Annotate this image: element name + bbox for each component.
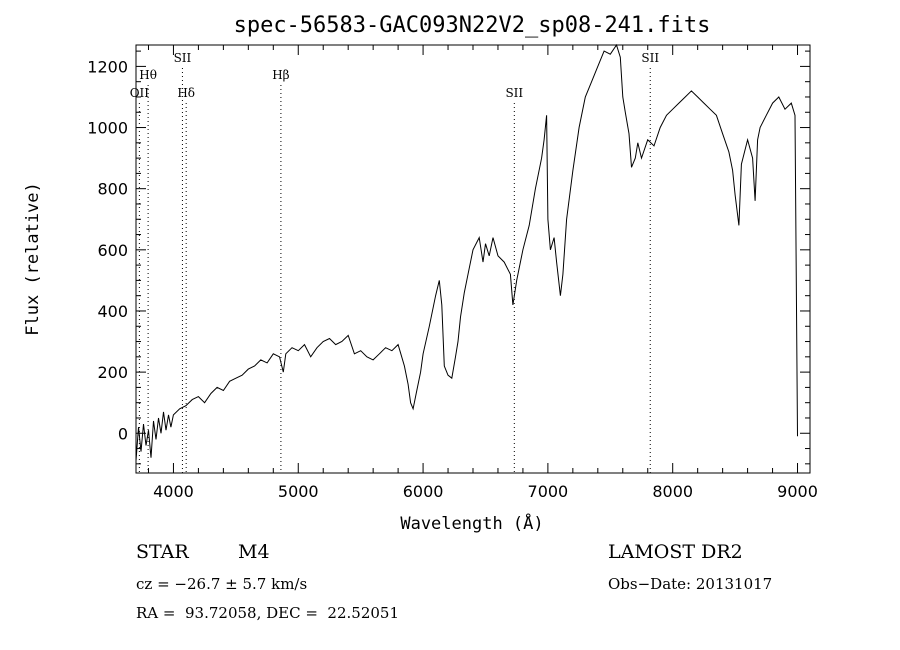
x-tick-label: 9000 [777,482,818,501]
line-marker-label: SII [641,51,659,65]
spectral-line-markers: OII Hθ SII Hδ Hβ SII SII [130,51,659,473]
line-marker-label: Hδ [177,86,195,100]
line-marker-label: Hβ [272,68,289,82]
survey-name: LAMOST DR2 [608,541,743,563]
x-tick-label: 6000 [403,482,444,501]
y-tick-label: 600 [97,241,128,260]
coordinates: RA = 93.72058, DEC = 22.52051 [136,604,400,622]
y-tick-label: 0 [118,424,128,443]
line-marker-label: OII [130,86,150,100]
spectrum-line [135,43,798,461]
x-tick-label: 7000 [528,482,569,501]
y-tick-label: 1200 [87,57,128,76]
x-tick-label: 8000 [652,482,693,501]
x-tick-label: 5000 [278,482,319,501]
y-tick-label: 1000 [87,119,128,138]
chart-title: spec-56583-GAC093N22V2_sp08-241.fits [234,13,711,38]
object-subclass: M4 [238,541,270,563]
y-tick-label: 800 [97,180,128,199]
redshift-cz: cz = −26.7 ± 5.7 km/s [136,575,308,593]
object-class: STAR [136,541,189,563]
line-marker-label: SII [505,86,523,100]
axis-ticks: 4000 5000 6000 7000 8000 9000 0 200 400 600 800 100… [87,45,818,501]
y-tick-label: 200 [97,363,128,382]
y-axis-label: Flux (relative) [23,182,43,336]
line-marker-label: Hθ [139,68,157,82]
x-axis-label: Wavelength (Å) [400,512,543,534]
x-tick-label: 4000 [153,482,194,501]
line-marker-label: SII [174,51,192,65]
observation-date: Obs−Date: 20131017 [608,575,773,593]
plot-frame [135,44,811,474]
y-tick-label: 400 [97,302,128,321]
